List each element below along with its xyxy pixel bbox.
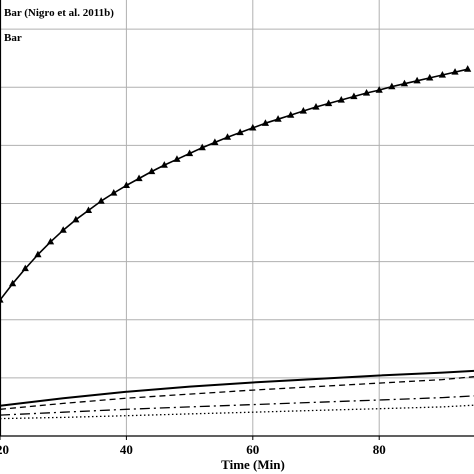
series-marker-triangle-11: [135, 174, 143, 182]
series-marker-triangle-12: [148, 167, 156, 175]
series-marker-triangle-2: [21, 264, 29, 272]
series-marker-triangle-24: [299, 107, 307, 114]
series-marker-triangle-6: [72, 215, 80, 223]
series-marker-triangle-28: [350, 92, 358, 100]
series-marker-triangle-20: [249, 123, 257, 131]
grid: [0, 0, 474, 436]
series-marker-triangle-27: [337, 95, 345, 103]
x-tick-label-1: 40: [120, 442, 133, 457]
series-marker-triangle-34: [426, 73, 434, 81]
series-marker-triangle-16: [198, 143, 206, 151]
series-marker-triangle-14: [173, 155, 181, 162]
series-marker-triangle-35: [438, 70, 446, 78]
legend: Bar (Nigro et al. 2011b) Bar: [4, 7, 114, 44]
series-marker-triangle-4: [46, 237, 55, 245]
series-marker-triangle-19: [236, 128, 244, 136]
series-marker-triangle-8: [97, 197, 105, 204]
x-tick-label-0: 20: [0, 442, 9, 457]
series-marker-triangle-22: [274, 115, 282, 122]
series-marker-triangle-17: [211, 138, 219, 146]
series-marker-triangle-32: [400, 79, 409, 87]
plot-frame: [0, 0, 474, 437]
series-line-solid: [0, 369, 474, 407]
x-tick-label-3: 80: [373, 442, 386, 457]
series-marker-triangle-25: [312, 102, 320, 110]
x-tick-labels: 20 40 60 80: [0, 436, 386, 457]
series-marker-triangle-5: [59, 226, 67, 233]
series-line-dotted: [0, 404, 474, 420]
series-marker-triangle-3: [34, 250, 42, 258]
series-marker-triangle-23: [287, 111, 295, 118]
series-marker-triangle-21: [261, 119, 270, 126]
series-group: [0, 65, 474, 420]
series-marker-triangle-1: [9, 279, 17, 287]
series-marker-triangle-37: [464, 65, 472, 72]
series-marker-triangle-7: [84, 206, 93, 214]
series-line-dash-dot: [0, 395, 474, 416]
series-line-dashed: [0, 376, 474, 410]
series-marker-triangle-18: [223, 133, 232, 140]
series-line-solid-triangle: [0, 68, 468, 301]
series-marker-triangle-31: [388, 82, 396, 90]
series-marker-triangle-29: [362, 89, 371, 96]
series-marker-triangle-36: [451, 68, 459, 75]
x-tick-label-2: 60: [246, 442, 259, 457]
x-axis-title: Time (Min): [221, 457, 285, 472]
series-marker-triangle-26: [325, 99, 333, 107]
series-marker-triangle-33: [413, 76, 421, 84]
series-marker-triangle-0: [0, 295, 4, 303]
series-marker-triangle-30: [375, 86, 383, 93]
series-marker-triangle-15: [186, 149, 194, 157]
series-marker-triangle-13: [160, 161, 168, 168]
series-marker-triangle-10: [122, 181, 130, 189]
legend-entry-bar: Bar: [4, 32, 22, 44]
series-marker-triangle-9: [110, 189, 118, 196]
legend-entry-nigro: Bar (Nigro et al. 2011b): [4, 7, 114, 19]
